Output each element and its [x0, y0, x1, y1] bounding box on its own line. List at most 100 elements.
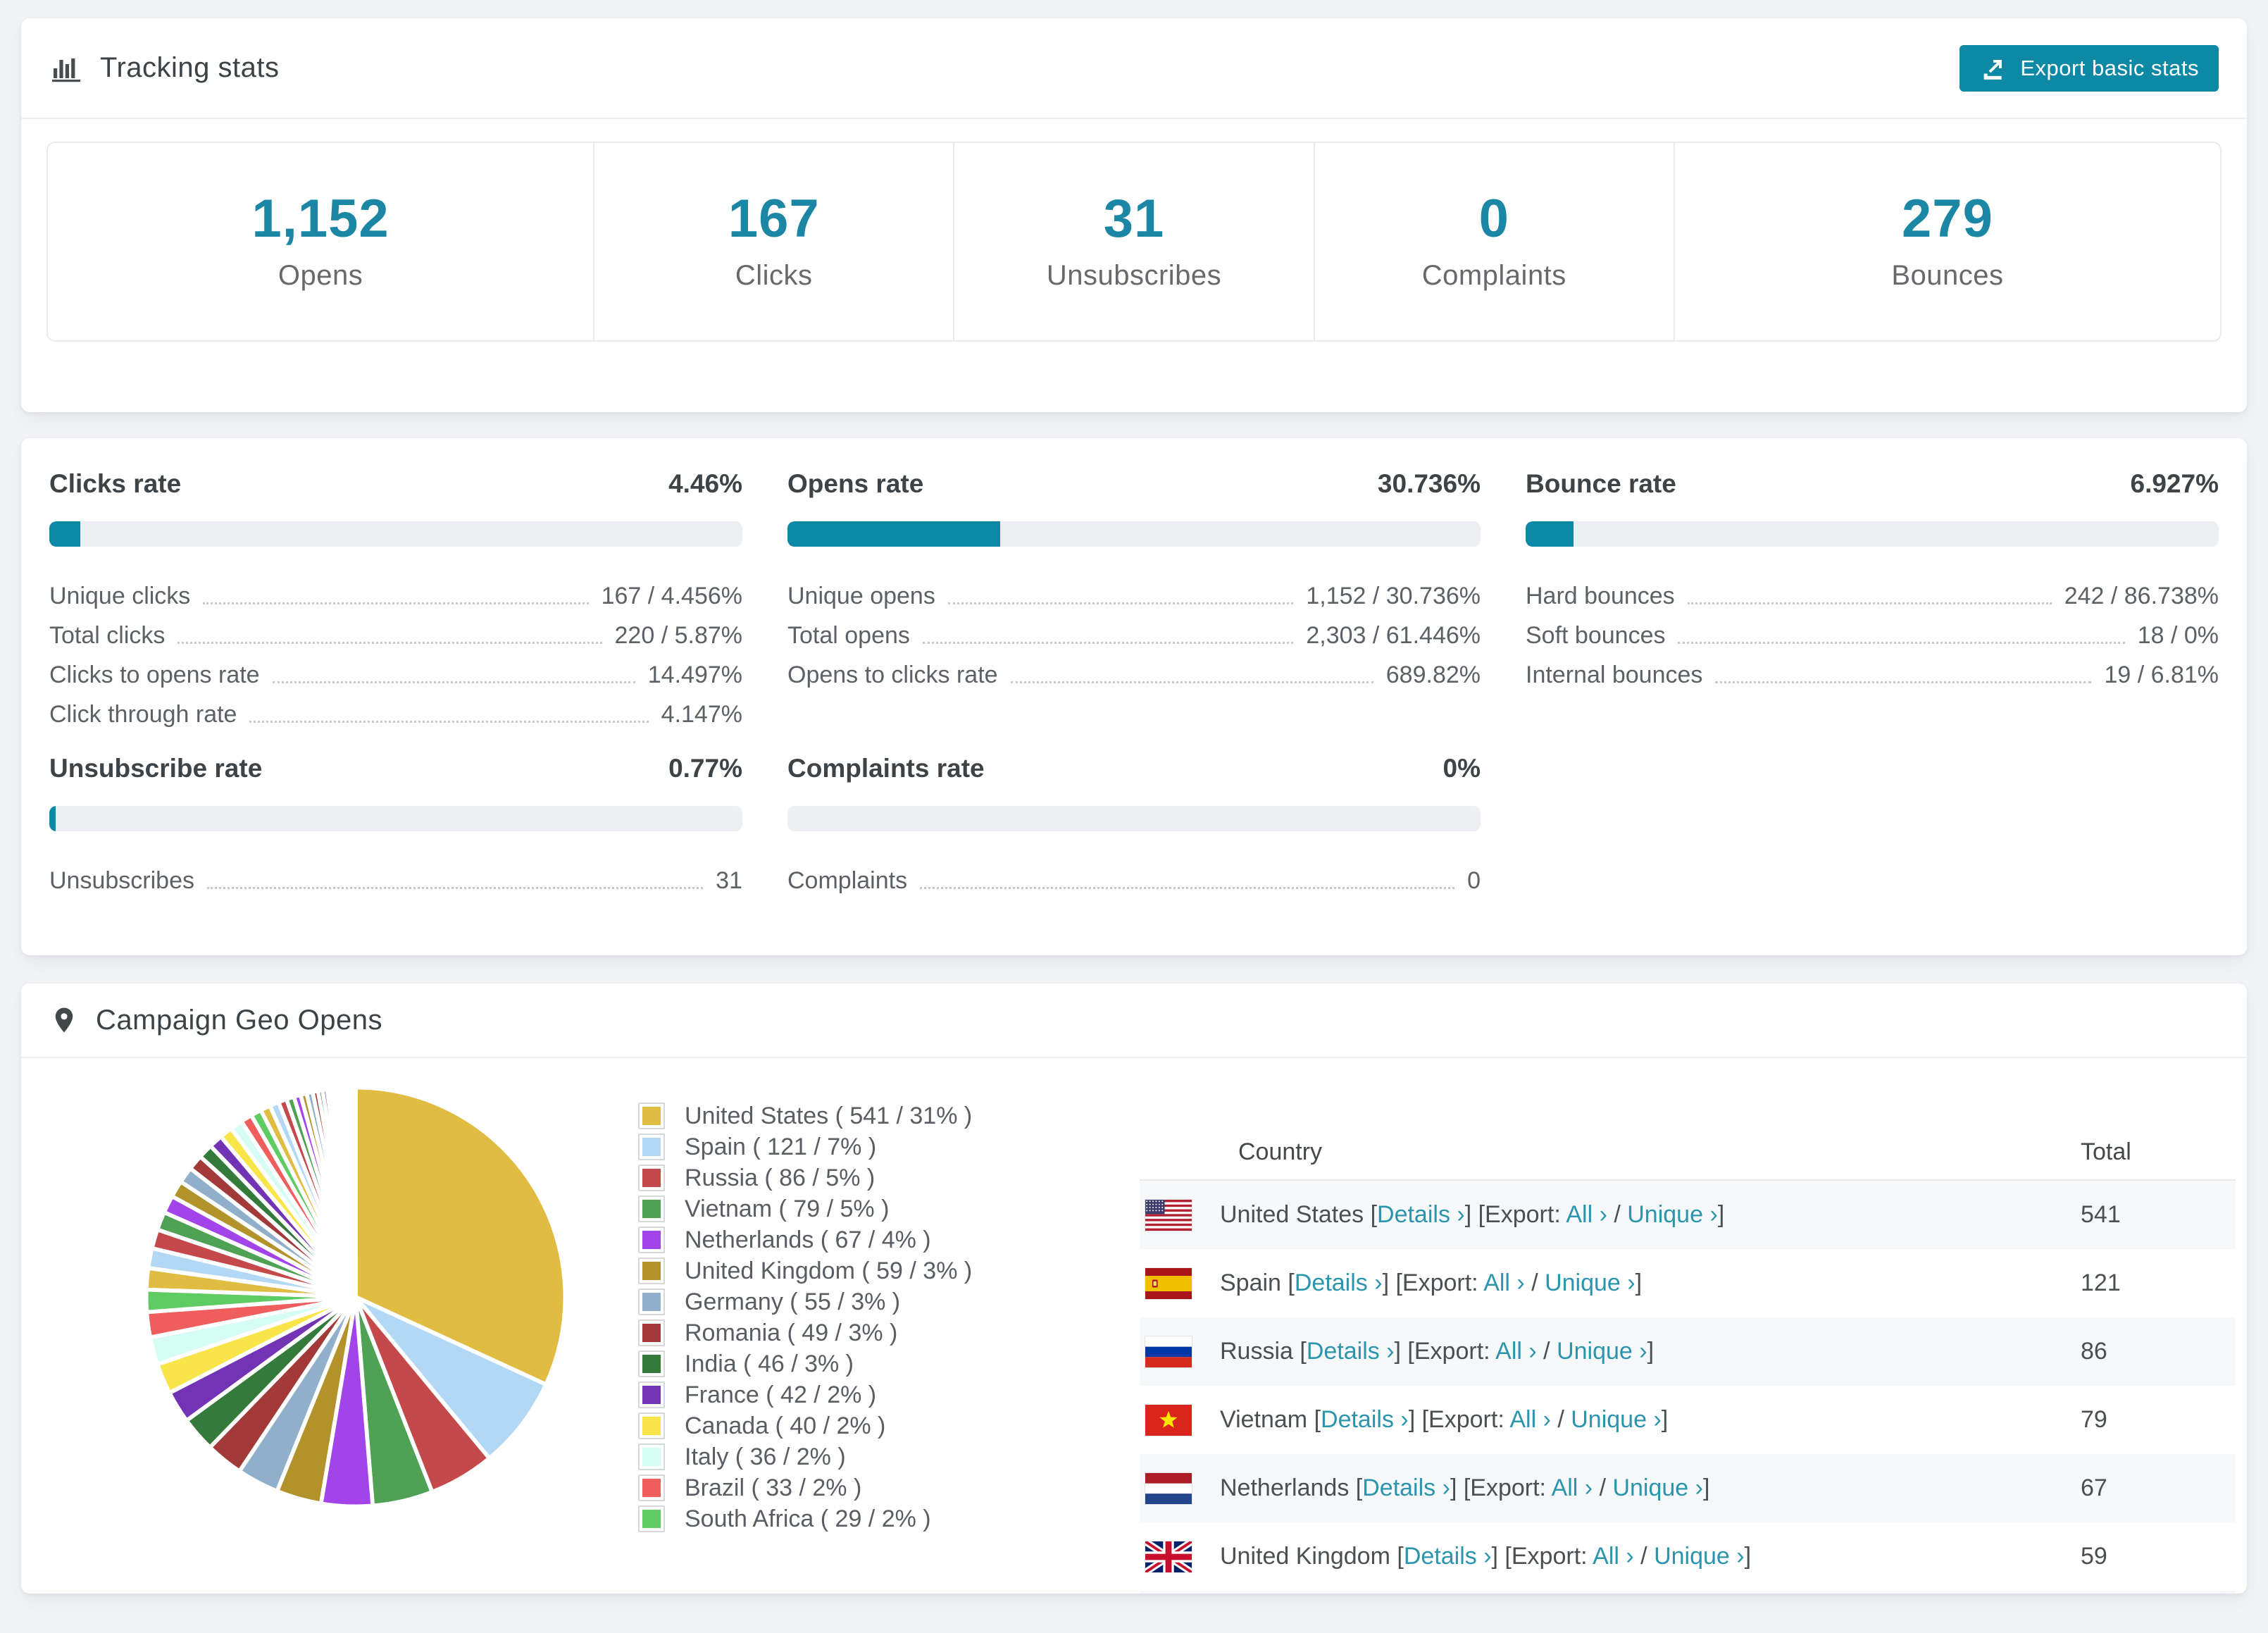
country-cell: Netherlands [Details ›] [Export: All › /… [1220, 1474, 1710, 1501]
dotted-leader [1010, 681, 1373, 683]
dotted-leader [272, 681, 635, 683]
legend-item-spain[interactable]: Spain ( 121 / 7% ) [638, 1131, 990, 1162]
legend-item-italy[interactable]: Italy ( 36 / 2% ) [638, 1441, 990, 1472]
details-link-united-states[interactable]: Details › [1377, 1201, 1465, 1228]
stat-label: Complaints [1421, 259, 1566, 291]
rate-title: Unsubscribe rate [49, 754, 263, 783]
pie-slice-united-states[interactable] [354, 1085, 568, 1388]
export-all-link-russia[interactable]: All › [1495, 1338, 1537, 1365]
rate-stat-row: Total opens 2,303 / 61.446% [787, 614, 1481, 654]
country-name: Spain [1220, 1269, 1288, 1296]
rate-stat-row: Clicks to opens rate 14.497% [49, 654, 742, 693]
dotted-leader [206, 887, 704, 889]
dotted-leader [1687, 602, 2052, 604]
geo-table-row-vietnam: Vietnam [Details ›] [Export: All › / Uni… [1140, 1386, 2236, 1454]
rate-row-label: Clicks to opens rate [49, 662, 260, 688]
export-unique-link-spain[interactable]: Unique › [1545, 1269, 1635, 1296]
legend-label: Russia ( 86 / 5% ) [685, 1164, 876, 1191]
pie-slice-spain[interactable] [354, 1295, 549, 1462]
legend-swatch [638, 1165, 665, 1191]
legend-item-germany[interactable]: Germany ( 55 / 3% ) [638, 1286, 990, 1317]
export-all-link-spain[interactable]: All › [1483, 1269, 1525, 1296]
rate-block-unsubscribe-rate: Unsubscribe rate 0.77% Unsubscribes 31 [49, 754, 742, 899]
rate-value: 0% [1443, 754, 1481, 783]
geo-table-row-germany: Germany [Details ›] [Export: All › / Uni… [1140, 1591, 2236, 1594]
rate-value: 30.736% [1377, 469, 1481, 498]
export-unique-link-united-kingdom[interactable]: Unique › [1654, 1543, 1745, 1570]
pie-slice-other-53[interactable] [353, 1085, 358, 1298]
dotted-leader [249, 721, 649, 723]
rate-stat-row: Complaints 0 [787, 859, 1481, 899]
stat-value: 167 [728, 188, 820, 249]
legend-swatch [638, 1320, 665, 1346]
legend-item-vietnam[interactable]: Vietnam ( 79 / 5% ) [638, 1193, 990, 1224]
rate-progress-bar [49, 521, 742, 547]
legend-item-romania[interactable]: Romania ( 49 / 3% ) [638, 1317, 990, 1348]
legend-swatch [638, 1134, 665, 1160]
rate-block-bounce-rate: Bounce rate 6.927% Hard bounces 242 / 86.73… [1526, 469, 2219, 733]
stat-value: 279 [1902, 188, 1993, 249]
rate-stat-row: Hard bounces 242 / 86.738% [1526, 575, 2219, 614]
legend-item-netherlands[interactable]: Netherlands ( 67 / 4% ) [638, 1224, 990, 1255]
export-unique-link-netherlands[interactable]: Unique › [1612, 1474, 1703, 1501]
flag-us-icon [1145, 1199, 1192, 1231]
export-all-link-vietnam[interactable]: All › [1509, 1406, 1551, 1433]
rate-progress-bar [1526, 521, 2219, 547]
rate-block-clicks-rate: Clicks rate 4.46% Unique clicks 167 / 4.456… [49, 469, 742, 733]
export-unique-link-russia[interactable]: Unique › [1557, 1338, 1647, 1365]
geo-title-text: Campaign Geo Opens [96, 1004, 383, 1036]
dotted-leader [922, 642, 1294, 644]
details-link-vietnam[interactable]: Details › [1321, 1406, 1409, 1433]
dotted-leader [1715, 681, 2092, 683]
rate-progress-fill [1526, 521, 1574, 547]
details-link-russia[interactable]: Details › [1306, 1338, 1395, 1365]
legend-item-brazil[interactable]: Brazil ( 33 / 2% ) [638, 1472, 990, 1503]
legend-label: United States ( 541 / 31% ) [685, 1102, 973, 1129]
rate-title: Complaints rate [787, 754, 985, 783]
legend-swatch [638, 1289, 665, 1315]
export-unique-link-united-states[interactable]: Unique › [1627, 1201, 1718, 1228]
rate-stat-row: Unsubscribes 31 [49, 859, 742, 899]
rate-row-label: Total clicks [49, 622, 166, 649]
export-all-link-united-states[interactable]: All › [1566, 1201, 1607, 1228]
export-basic-stats-button[interactable]: Export basic stats [1959, 44, 2219, 92]
details-link-spain[interactable]: Details › [1294, 1269, 1383, 1296]
legend-swatch [638, 1258, 665, 1284]
rate-stat-row: Unique opens 1,152 / 30.736% [787, 575, 1481, 614]
rates-card: Clicks rate 4.46% Unique clicks 167 / 4.456… [21, 438, 2247, 955]
legend-label: Netherlands ( 67 / 4% ) [685, 1226, 931, 1253]
legend-item-united-states[interactable]: United States ( 541 / 31% ) [638, 1100, 990, 1131]
legend-item-india[interactable]: India ( 46 / 3% ) [638, 1348, 990, 1379]
stat-cell-unsubscribes: 31 Unsubscribes [954, 143, 1315, 340]
export-all-link-netherlands[interactable]: All › [1551, 1474, 1593, 1501]
column-header-total: Total [2081, 1138, 2131, 1165]
legend-item-france[interactable]: France ( 42 / 2% ) [638, 1379, 990, 1410]
legend-swatch [638, 1196, 665, 1222]
geo-pie-chart[interactable] [141, 1082, 571, 1512]
export-unique-link-vietnam[interactable]: Unique › [1571, 1406, 1662, 1433]
legend-item-canada[interactable]: Canada ( 40 / 2% ) [638, 1410, 990, 1441]
details-link-netherlands[interactable]: Details › [1362, 1474, 1450, 1501]
legend-item-united-kingdom[interactable]: United Kingdom ( 59 / 3% ) [638, 1255, 990, 1286]
geo-table-rows: United States [Details ›] [Export: All ›… [1140, 1181, 2236, 1594]
details-link-united-kingdom[interactable]: Details › [1403, 1543, 1492, 1570]
legend-item-russia[interactable]: Russia ( 86 / 5% ) [638, 1162, 990, 1193]
export-button-label: Export basic stats [2020, 55, 2199, 80]
rate-value: 6.927% [2130, 469, 2219, 498]
export-all-link-united-kingdom[interactable]: All › [1593, 1543, 1634, 1570]
stats-summary-wrap: 1,152 Opens 167 Clicks 31 Unsubscribes 0 Compla… [21, 119, 2247, 412]
legend-label: Spain ( 121 / 7% ) [685, 1133, 877, 1160]
geo-body: United States ( 541 / 31% ) Spain ( 121 /… [21, 1058, 2247, 1594]
legend-label: United Kingdom ( 59 / 3% ) [685, 1257, 973, 1284]
rate-progress-bar [787, 521, 1481, 547]
dotted-leader [177, 642, 602, 644]
rate-row-label: Internal bounces [1526, 662, 1703, 688]
tracking-stats-card: Tracking stats Export basic stats 1,152 O… [21, 18, 2247, 412]
rate-row-value: 1,152 / 30.736% [1306, 583, 1481, 609]
total-cell: 59 [2081, 1543, 2107, 1570]
total-cell: 67 [2081, 1474, 2107, 1501]
legend-item-south-africa[interactable]: South Africa ( 29 / 2% ) [638, 1503, 990, 1534]
rate-progress-bar [787, 806, 1481, 831]
stat-cell-complaints: 0 Complaints [1315, 143, 1675, 340]
rate-row-value: 4.147% [661, 701, 742, 728]
